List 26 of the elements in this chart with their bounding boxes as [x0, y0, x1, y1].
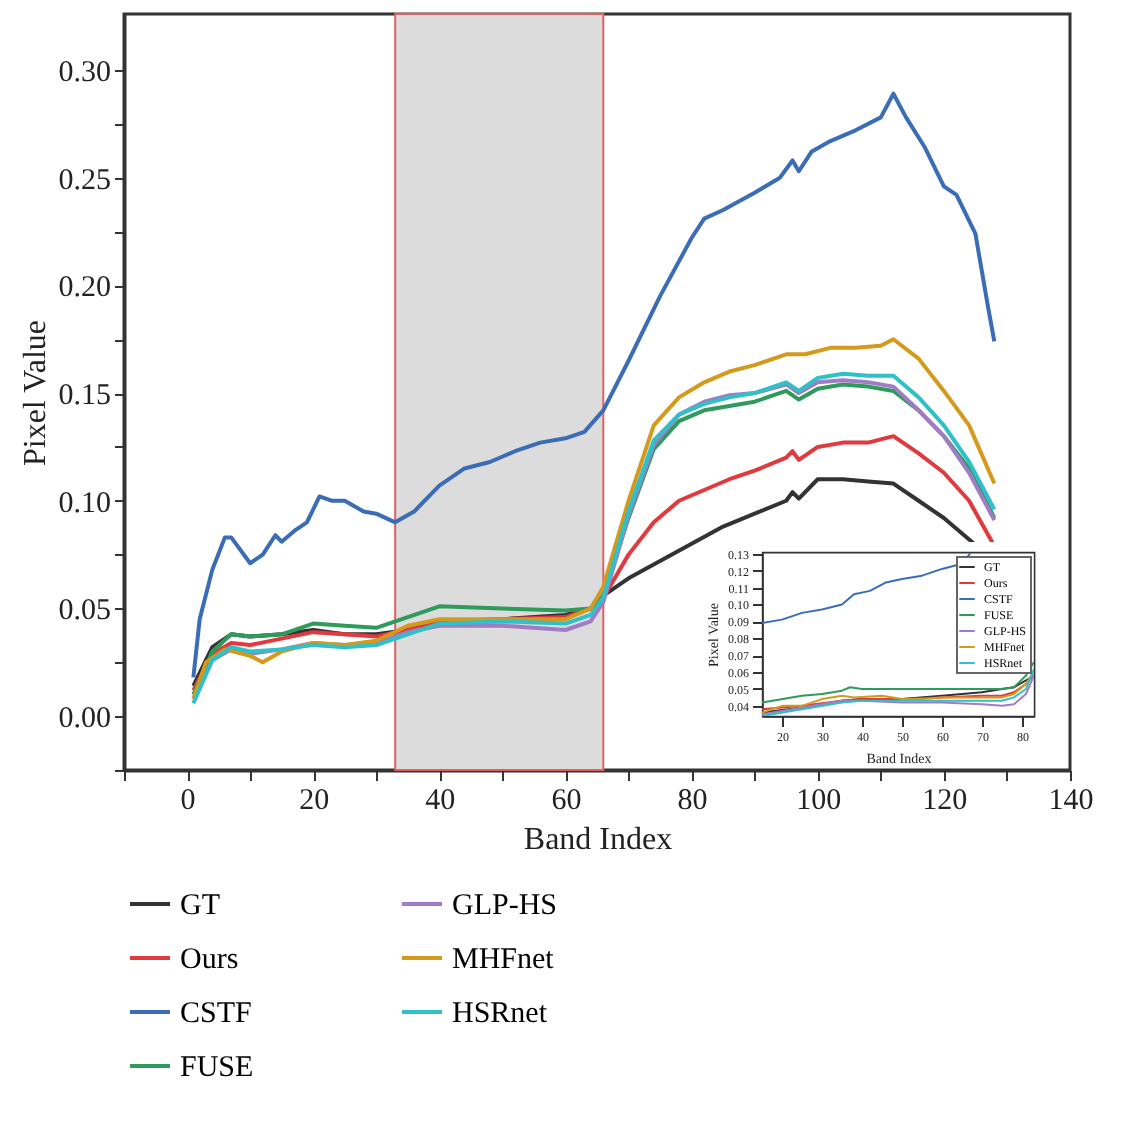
y-tick-label: 0.30 [58, 57, 111, 89]
x-tick-label: 0 [180, 785, 196, 817]
y-tick-label: 0.10 [58, 487, 111, 520]
line-series [762, 552, 971, 625]
y-tick-label: 0.00 [58, 703, 111, 736]
x-tick-label: 100 [796, 785, 842, 817]
x-axis-title: Band Index [523, 823, 673, 857]
y-tick-label: 0.20 [58, 272, 111, 305]
legend-label: FUSE [180, 1052, 254, 1084]
legend-label: GLP-HS [452, 890, 558, 922]
x-tick-label: 120 [922, 785, 968, 817]
x-tick-label: 20 [299, 785, 330, 817]
y-tick-label: 0.05 [58, 595, 111, 628]
legend-label: HSRnet [452, 998, 549, 1030]
x-tick-label: 140 [1048, 785, 1094, 817]
y-tick-label: 0.25 [58, 164, 111, 197]
legend-label: CSTF [180, 998, 252, 1030]
y-tick-label: 0.15 [58, 380, 111, 413]
line-series [762, 660, 1034, 704]
legend-label: GT [180, 890, 220, 922]
y-axis-title: Pixel Value [18, 319, 53, 467]
legend-label: MHFnet [452, 944, 556, 976]
x-tick-label: 60 [551, 785, 582, 817]
x-tick-label: 80 [677, 785, 708, 817]
x-tick-label: 40 [425, 785, 456, 817]
legend-label: Ours [180, 944, 239, 976]
